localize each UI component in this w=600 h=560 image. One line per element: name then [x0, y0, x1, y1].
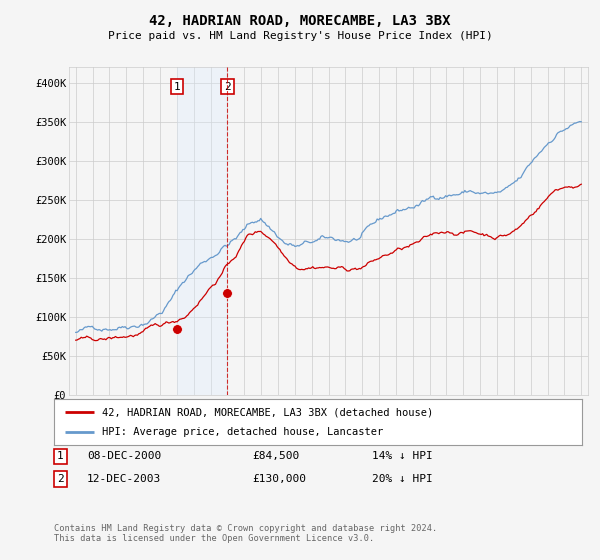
Text: £130,000: £130,000 — [252, 474, 306, 484]
Text: Contains HM Land Registry data © Crown copyright and database right 2024.
This d: Contains HM Land Registry data © Crown c… — [54, 524, 437, 543]
Text: 2: 2 — [57, 474, 64, 484]
Text: 14% ↓ HPI: 14% ↓ HPI — [372, 451, 433, 461]
Text: HPI: Average price, detached house, Lancaster: HPI: Average price, detached house, Lanc… — [101, 427, 383, 437]
Text: 08-DEC-2000: 08-DEC-2000 — [87, 451, 161, 461]
Text: 1: 1 — [173, 82, 180, 92]
Text: 1: 1 — [57, 451, 64, 461]
Text: 12-DEC-2003: 12-DEC-2003 — [87, 474, 161, 484]
Text: 42, HADRIAN ROAD, MORECAMBE, LA3 3BX: 42, HADRIAN ROAD, MORECAMBE, LA3 3BX — [149, 14, 451, 28]
Text: 20% ↓ HPI: 20% ↓ HPI — [372, 474, 433, 484]
Text: 2: 2 — [224, 82, 231, 92]
Text: Price paid vs. HM Land Registry's House Price Index (HPI): Price paid vs. HM Land Registry's House … — [107, 31, 493, 41]
Bar — [177, 67, 227, 395]
Text: £84,500: £84,500 — [252, 451, 299, 461]
Text: 42, HADRIAN ROAD, MORECAMBE, LA3 3BX (detached house): 42, HADRIAN ROAD, MORECAMBE, LA3 3BX (de… — [101, 407, 433, 417]
